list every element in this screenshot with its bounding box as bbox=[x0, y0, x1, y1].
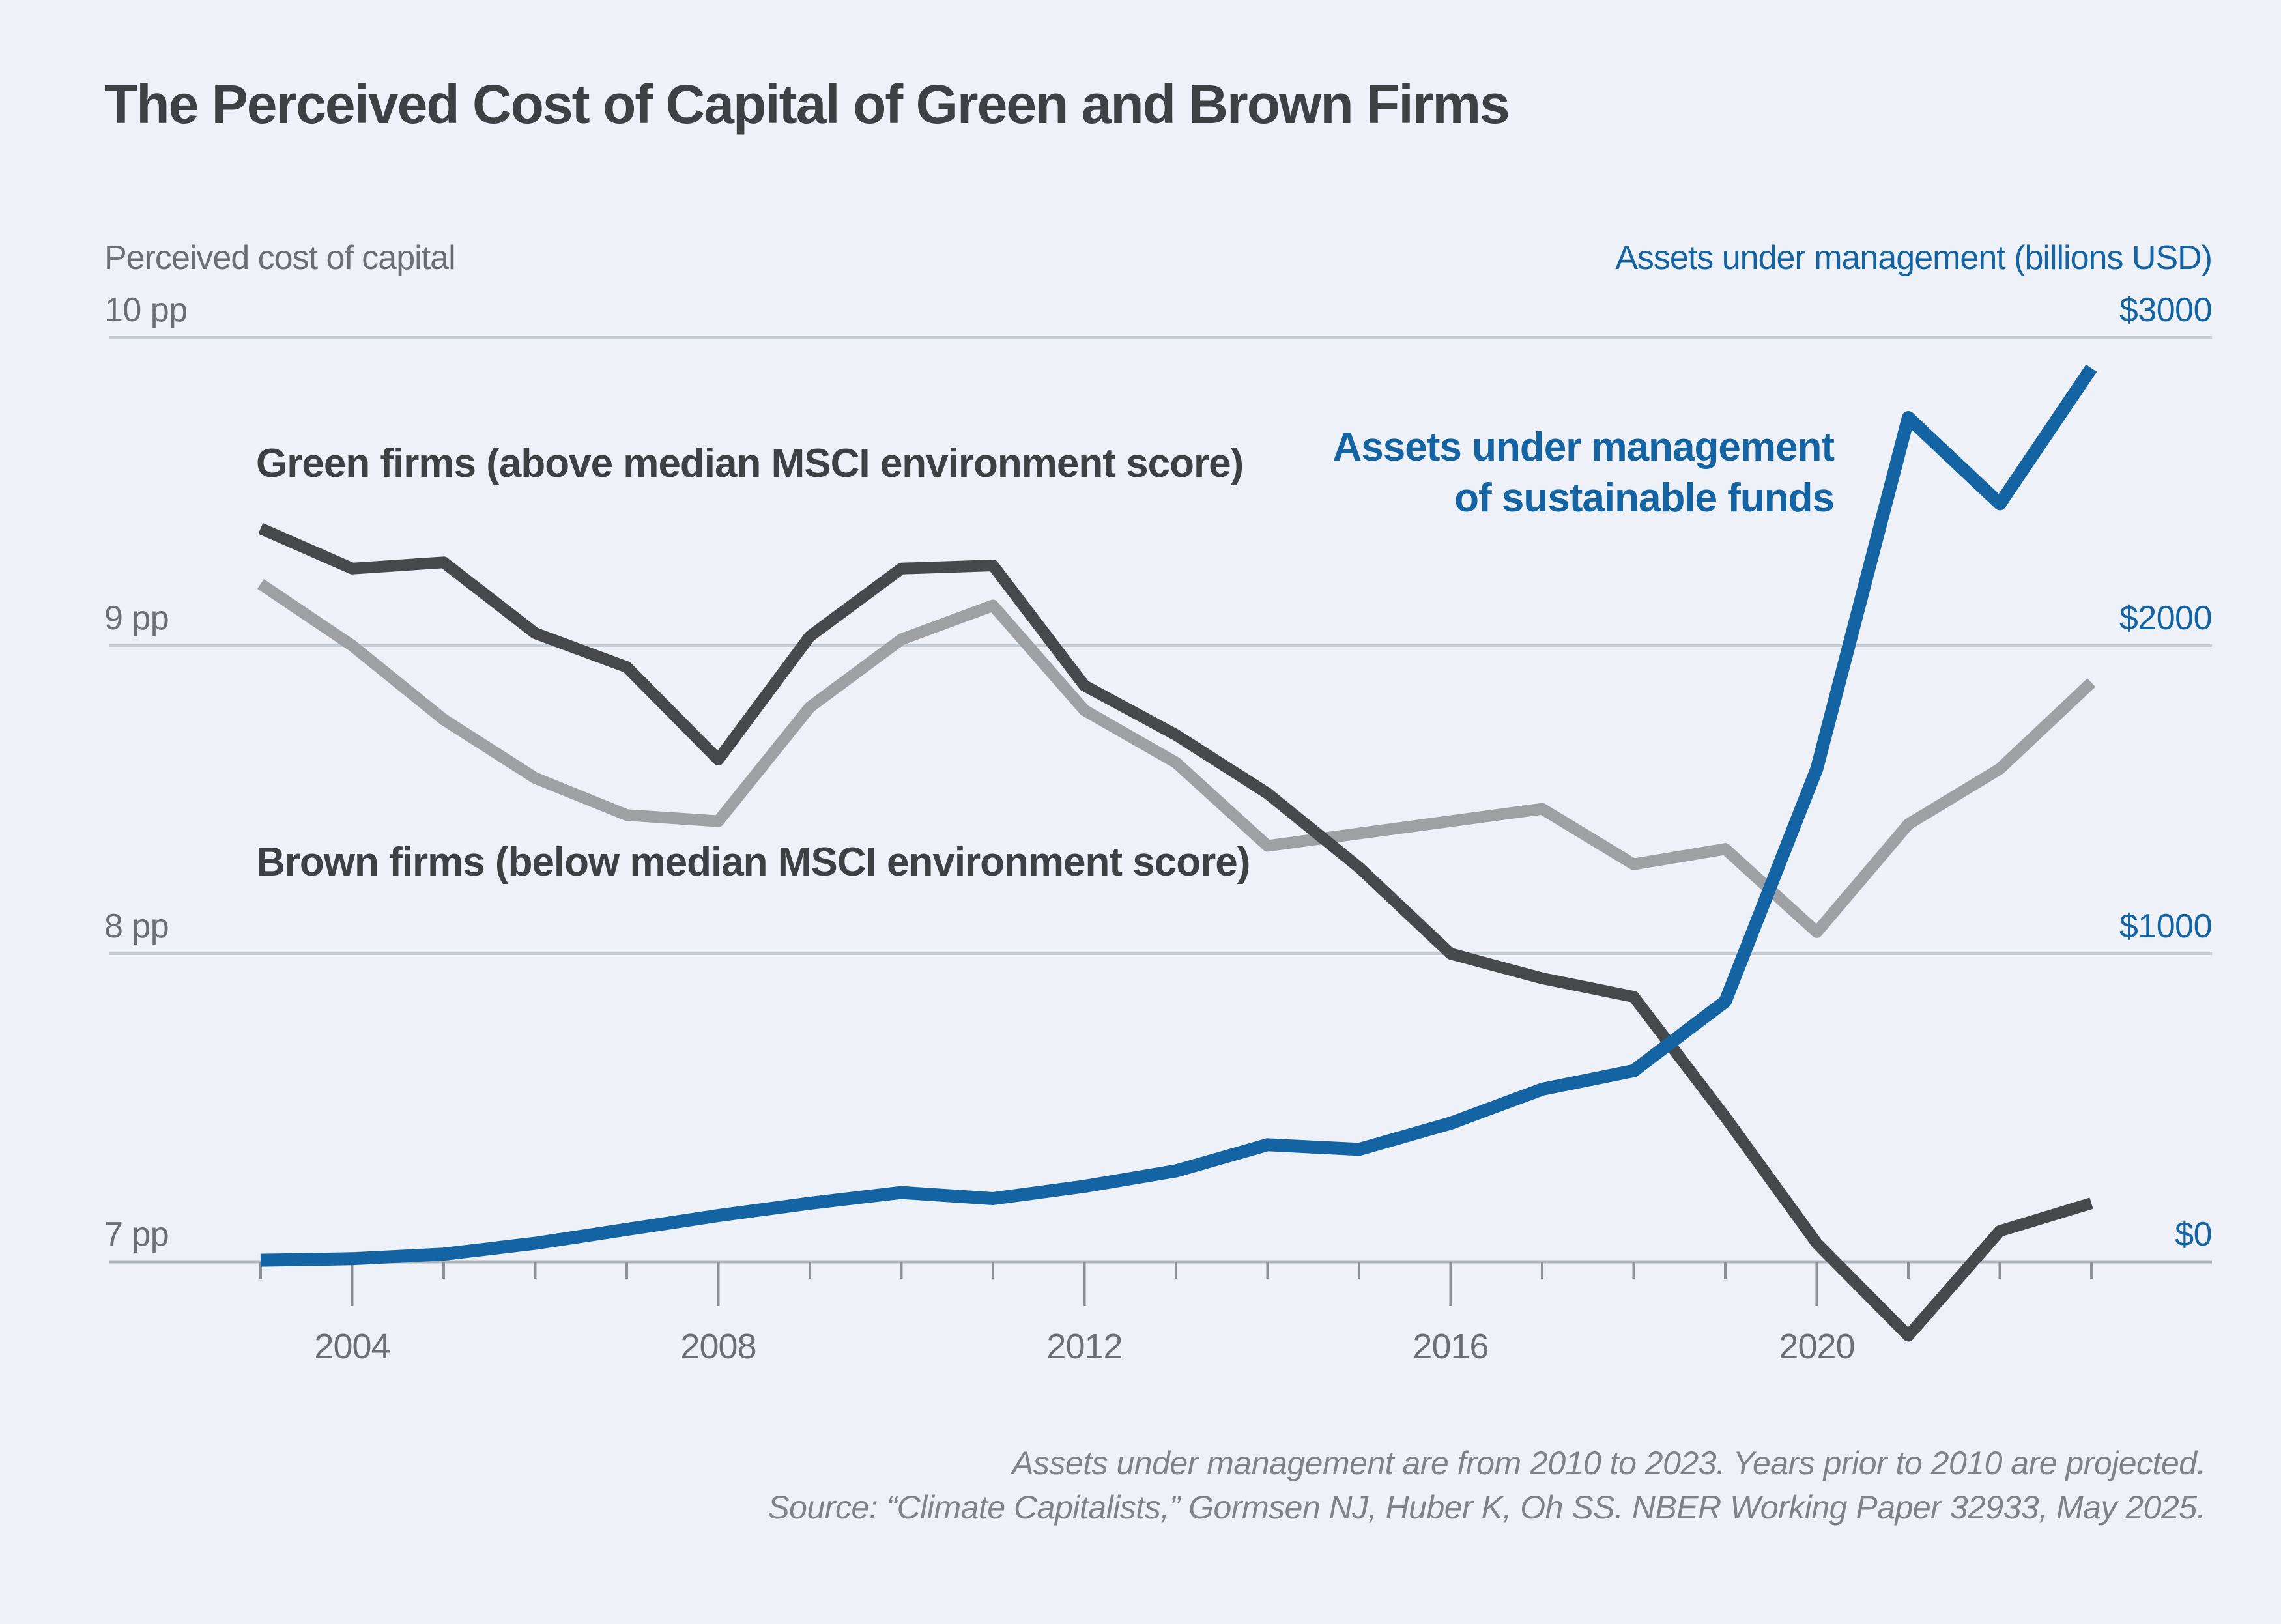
green-firms-series-label: Green firms (above median MSCI environme… bbox=[256, 441, 1244, 486]
gridlines bbox=[109, 336, 2212, 1264]
source-note: Assets under management are from 2010 to… bbox=[768, 1441, 2205, 1530]
aum-series-label-line2: of sustainable funds bbox=[1454, 476, 1835, 520]
brown-firms-series-label: Brown firms (below median MSCI environme… bbox=[256, 840, 1250, 885]
x-label-2004: 2004 bbox=[314, 1327, 390, 1366]
source-note-line2: Source: “Climate Capitalists,” Gormsen N… bbox=[768, 1489, 2205, 1526]
right-axis-tick-3000: $3000 bbox=[2119, 291, 2213, 329]
x-label-2008: 2008 bbox=[680, 1327, 756, 1366]
right-axis-title: Assets under management (billions USD) bbox=[1615, 239, 2213, 277]
left-axis-title: Perceived cost of capital bbox=[104, 239, 456, 277]
right-axis-tick-2000: $2000 bbox=[2119, 599, 2213, 637]
aum-series-label: Assets under management of sustainable f… bbox=[1332, 422, 1835, 524]
right-axis-tick-0: $0 bbox=[2175, 1216, 2212, 1253]
green-firms-line bbox=[258, 523, 2093, 1342]
x-axis-labels: 2004 2008 2012 2016 2020 bbox=[314, 1327, 1855, 1366]
chart-title: The Perceived Cost of Capital of Green a… bbox=[104, 74, 1510, 135]
source-note-line1: Assets under management are from 2010 to… bbox=[1012, 1445, 2205, 1481]
right-axis-tick-1000: $1000 bbox=[2119, 907, 2213, 945]
aum-sustainable-funds-line bbox=[260, 364, 2097, 1267]
aum-series-label-line1: Assets under management bbox=[1332, 425, 1835, 470]
left-axis-tick-8pp: 8 pp bbox=[104, 907, 169, 945]
brown-firms-line bbox=[257, 578, 2096, 938]
x-label-2020: 2020 bbox=[1779, 1327, 1854, 1366]
x-axis-ticks bbox=[259, 1262, 2093, 1306]
x-label-2012: 2012 bbox=[1046, 1327, 1122, 1366]
x-label-2016: 2016 bbox=[1413, 1327, 1488, 1366]
left-axis-tick-7pp: 7 pp bbox=[104, 1216, 169, 1253]
left-axis-tick-10pp: 10 pp bbox=[104, 291, 188, 329]
left-axis-tick-9pp: 9 pp bbox=[104, 599, 169, 637]
